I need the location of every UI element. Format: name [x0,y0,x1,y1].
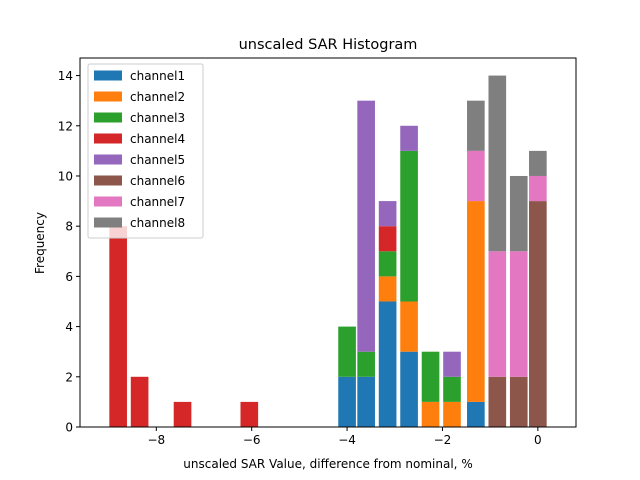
x-tick-label: 0 [534,433,542,447]
bar-channel2 [400,301,418,352]
bar-channel1 [467,401,485,427]
legend-label-channel6: channel6 [130,174,185,188]
y-tick-label: 12 [58,119,73,133]
bar-channel5 [378,201,397,227]
legend-swatch-channel7 [94,196,122,207]
bar-channel8 [509,175,528,252]
bar-channel8 [488,75,507,252]
bar-channel3 [378,251,397,277]
legend-label-channel4: channel4 [130,132,185,146]
bar-channel4 [173,401,192,427]
bar-channel7 [488,251,507,377]
legend-swatch-channel2 [94,91,122,102]
y-tick-label: 2 [65,370,73,384]
y-tick-label: 4 [65,320,73,334]
x-tick-label: −4 [338,433,356,447]
y-tick-label: 8 [65,220,73,234]
x-axis: −8 −6 −4 −2 0 [147,427,542,447]
bar-channel7 [509,251,528,377]
x-tick-label: −2 [434,433,452,447]
chart-title: unscaled SAR Histogram [239,37,418,53]
bar-channel4 [240,401,259,427]
legend-label-channel5: channel5 [130,153,185,167]
y-tick-label: 6 [65,270,73,284]
bar-channel3 [443,376,461,402]
bar-channel7 [467,150,485,202]
y-axis-label: Frequency [33,212,47,274]
bar-channel3 [400,150,418,302]
x-tick-label: −6 [243,433,261,447]
bar-channel4 [130,376,149,427]
y-tick-label: 10 [58,169,73,183]
bar-channel2 [421,401,440,427]
legend-label-channel7: channel7 [130,195,185,209]
bar-channel2 [443,401,461,427]
y-axis: 0 2 4 6 8 10 12 14 [58,69,80,435]
bar-channel6 [509,376,528,427]
x-axis-label: unscaled SAR Value, difference from nomi… [183,457,472,471]
legend-swatch-channel1 [94,70,122,81]
legend-label-channel2: channel2 [130,90,185,104]
legend-swatch-channel4 [94,133,122,144]
bar-channel7 [529,175,547,202]
bar-channel2 [467,201,485,402]
legend-label-channel3: channel3 [130,111,185,125]
bar-channel2 [378,276,397,302]
bar-channel5 [400,125,418,151]
legend-label-channel1: channel1 [130,69,185,83]
bar-channel8 [467,100,485,151]
plot-frame [79,57,577,428]
x-tick-label: −8 [147,433,165,447]
bar-channel6 [488,376,507,427]
y-tick-label: 14 [58,69,73,83]
bar-channel8 [529,150,547,176]
bar-channel1 [400,351,418,427]
bar-channel3 [357,351,375,377]
bar-channel1 [338,376,356,427]
bar-channel5 [357,100,375,352]
legend-swatch-channel6 [94,175,122,186]
legend-swatch-channel8 [94,217,122,228]
bar-channel1 [378,301,397,427]
bar-channel1 [357,376,375,427]
bars-layer [109,75,547,427]
legend-frame [87,63,204,239]
bar-channel4 [109,226,127,427]
bar-channel5 [443,351,461,377]
legend-label-channel8: channel8 [130,216,185,230]
legend-swatch-channel5 [94,154,122,165]
bar-channel6 [529,201,547,427]
bar-channel4 [378,226,397,252]
legend: channel1 channel2 channel3 channel4 channel5… [87,63,204,239]
bar-channel3 [421,351,440,402]
bar-channel3 [338,326,356,377]
y-tick-label: 0 [65,421,73,435]
legend-swatch-channel3 [94,112,122,123]
